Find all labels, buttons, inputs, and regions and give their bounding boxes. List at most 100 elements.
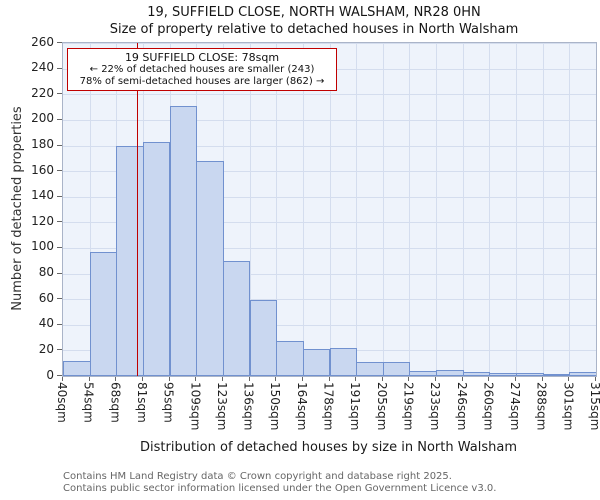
x-tick-mark: [595, 377, 596, 381]
gridline-vertical: [356, 43, 358, 376]
histogram-bar: [222, 260, 251, 376]
plot-area: 19 SUFFIELD CLOSE: 78sqm ← 22% of detach…: [62, 42, 597, 377]
histogram-bar: [116, 145, 144, 376]
x-tick-mark: [435, 377, 437, 381]
x-tick-label: 274sqm: [508, 382, 522, 431]
histogram-bar: [63, 360, 91, 376]
gridline-vertical: [249, 43, 251, 376]
gridline-vertical: [569, 43, 571, 376]
property-size-marker-line: [136, 43, 139, 376]
x-axis-title: Distribution of detached houses by size …: [140, 440, 517, 455]
y-tick-label: 40: [38, 316, 54, 331]
histogram-bar: [169, 105, 198, 376]
x-tick-label: 260sqm: [481, 382, 496, 431]
histogram-bar: [329, 347, 358, 376]
histogram-bar: [462, 372, 491, 376]
x-tick-mark: [275, 377, 277, 381]
gridline-vertical: [436, 43, 438, 376]
x-tick-label: 150sqm: [268, 382, 283, 431]
histogram-bar: [89, 251, 118, 376]
y-tick-mark: [57, 349, 62, 351]
histogram-bar: [276, 341, 304, 376]
y-tick-mark: [57, 42, 62, 43]
x-tick-mark: [568, 377, 570, 381]
x-tick-mark: [381, 377, 383, 381]
footer-line-1: Contains HM Land Registry data © Crown c…: [63, 471, 452, 482]
x-tick-label: 136sqm: [241, 382, 256, 431]
y-tick-label: 0: [46, 367, 54, 382]
x-tick-label: 191sqm: [348, 382, 363, 431]
y-tick-mark: [57, 144, 62, 146]
histogram-bar: [516, 373, 544, 376]
x-tick-label: 246sqm: [454, 382, 469, 431]
y-tick-mark: [57, 195, 62, 197]
x-tick-mark: [62, 377, 63, 381]
annotation-box: 19 SUFFIELD CLOSE: 78sqm ← 22% of detach…: [67, 48, 337, 91]
histogram-bar: [409, 370, 437, 376]
gridline-vertical: [489, 43, 491, 376]
x-tick-mark: [488, 377, 490, 381]
chart-title: 19, SUFFIELD CLOSE, NORTH WALSHAM, NR28 …: [147, 5, 481, 20]
histogram-bar: [569, 372, 596, 376]
gridline-vertical: [542, 43, 544, 376]
x-tick-label: 205sqm: [374, 382, 389, 431]
footer-line-2: Contains public sector information licen…: [63, 483, 497, 494]
x-tick-mark: [408, 377, 410, 381]
y-tick-label: 100: [31, 239, 54, 254]
gridline-vertical: [409, 43, 411, 376]
x-tick-mark: [88, 377, 90, 381]
y-tick-label: 220: [31, 85, 54, 100]
y-tick-mark: [57, 298, 62, 300]
x-tick-label: 40sqm: [55, 382, 69, 423]
x-tick-mark: [221, 377, 223, 381]
x-tick-label: 109sqm: [188, 382, 203, 431]
annotation-property-label: 19 SUFFIELD CLOSE: 78sqm: [124, 51, 280, 64]
x-tick-label: 301sqm: [561, 382, 576, 431]
y-tick-mark: [57, 375, 62, 376]
x-tick-mark: [195, 377, 197, 381]
x-tick-label: 233sqm: [428, 382, 443, 431]
histogram-bar: [542, 374, 571, 376]
x-tick-mark: [461, 377, 463, 381]
x-tick-mark: [515, 377, 516, 381]
y-tick-label: 140: [31, 188, 54, 203]
y-tick-mark: [57, 272, 62, 274]
histogram-bar: [382, 361, 411, 376]
histogram-bar: [302, 349, 331, 376]
y-tick-label: 120: [31, 213, 54, 228]
y-tick-mark: [57, 67, 62, 69]
annotation-smaller-stat: ← 22% of detached houses are smaller (24…: [89, 64, 315, 75]
x-tick-mark: [141, 377, 143, 381]
y-tick-mark: [57, 246, 62, 248]
x-tick-label: 164sqm: [294, 382, 309, 431]
gridline-vertical: [276, 43, 278, 376]
y-tick-label: 20: [38, 341, 54, 356]
gridline-vertical: [462, 43, 464, 376]
x-tick-mark: [355, 377, 357, 381]
x-tick-mark: [115, 377, 117, 381]
footer: Contains HM Land Registry data © Crown c…: [63, 471, 496, 495]
x-tick-mark: [541, 377, 543, 381]
x-tick-label: 178sqm: [321, 382, 336, 431]
y-tick-label: 260: [31, 34, 54, 49]
annotation-larger-stat: 78% of semi-detached houses are larger (…: [79, 76, 325, 87]
histogram-bar: [356, 361, 384, 376]
gridline-vertical: [382, 43, 384, 376]
x-tick-mark: [301, 377, 303, 381]
gridline-vertical: [89, 43, 91, 376]
x-tick-label: 288sqm: [534, 382, 549, 431]
y-tick-mark: [57, 93, 62, 95]
gridline-vertical: [302, 43, 304, 376]
y-tick-label: 180: [31, 137, 54, 151]
y-tick-mark: [57, 221, 62, 223]
x-tick-label: 95sqm: [161, 382, 176, 423]
gridline-vertical: [516, 43, 517, 376]
y-tick-label: 80: [38, 265, 54, 279]
x-tick-label: 54sqm: [81, 382, 96, 423]
x-tick-mark: [168, 377, 170, 381]
chart-subtitle: Size of property relative to detached ho…: [109, 22, 519, 37]
y-tick-mark: [57, 323, 62, 325]
x-tick-mark: [248, 377, 250, 381]
y-tick-label: 60: [38, 290, 54, 305]
y-tick-mark: [57, 118, 62, 120]
